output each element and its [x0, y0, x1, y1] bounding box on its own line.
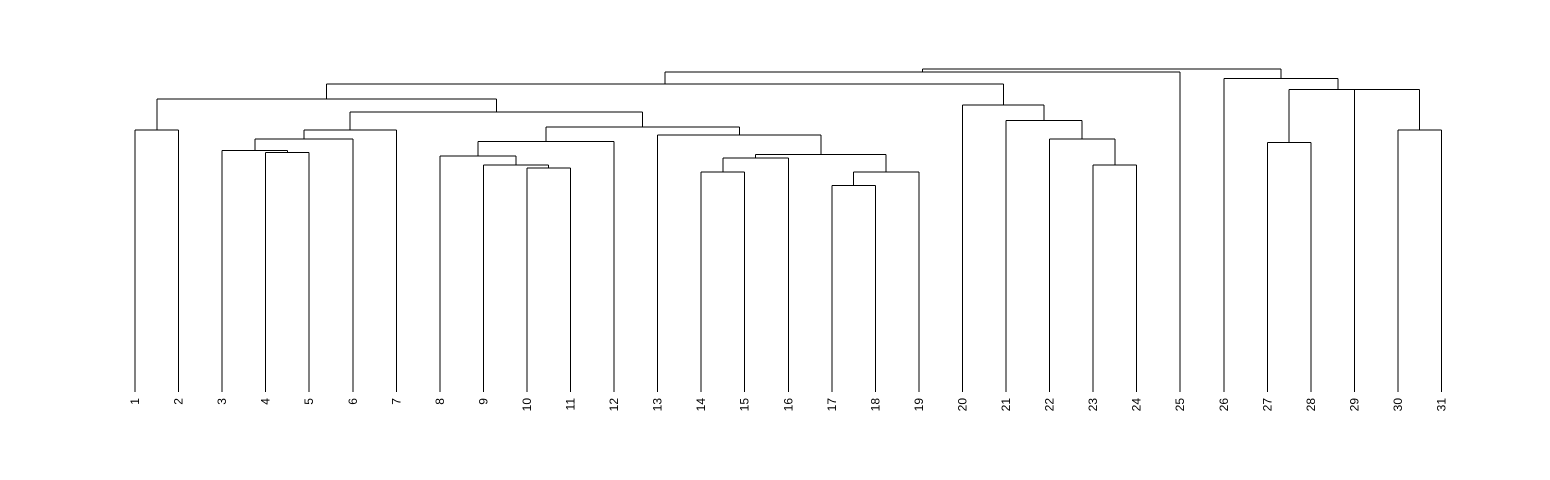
leaf-label-17: 17	[825, 398, 839, 412]
leaf-label-27: 27	[1260, 398, 1274, 412]
leaf-label-9: 9	[476, 398, 490, 405]
leaf-label-4: 4	[259, 398, 273, 405]
leaf-label-11: 11	[564, 398, 578, 411]
leaf-label-24: 24	[1130, 398, 1144, 412]
leaf-label-29: 29	[1347, 398, 1361, 412]
leaf-label-18: 18	[868, 398, 882, 412]
leaf-label-13: 13	[651, 398, 665, 412]
leaf-label-2: 2	[172, 398, 186, 405]
leaf-label-30: 30	[1391, 398, 1405, 412]
leaf-label-16: 16	[781, 398, 795, 412]
leaf-label-31: 31	[1435, 398, 1449, 412]
leaf-label-12: 12	[607, 398, 621, 412]
leaf-label-10: 10	[520, 398, 534, 412]
leaf-label-23: 23	[1086, 398, 1100, 412]
leaf-label-28: 28	[1304, 398, 1318, 412]
leaf-label-1: 1	[128, 398, 142, 405]
leaf-label-22: 22	[1043, 398, 1057, 412]
leaf-label-8: 8	[433, 398, 447, 405]
leaf-label-19: 19	[912, 398, 926, 412]
leaf-label-7: 7	[389, 398, 403, 405]
leaf-label-26: 26	[1217, 398, 1231, 412]
leaf-labels: 1 2 3 4 5 6 7 8 9 10 11 12 13 14 15 16 17 18 19 20 21 22 23 24 2…	[128, 398, 1449, 412]
leaf-label-6: 6	[346, 398, 360, 405]
leaf-label-21: 21	[999, 398, 1013, 412]
leaf-label-20: 20	[955, 398, 969, 412]
leaf-label-5: 5	[302, 398, 316, 405]
leaf-label-14: 14	[694, 398, 708, 412]
leaf-label-15: 15	[738, 398, 752, 412]
leaf-label-25: 25	[1173, 398, 1187, 412]
dendrogram-links	[134, 68, 1442, 392]
leaf-label-3: 3	[215, 398, 229, 405]
